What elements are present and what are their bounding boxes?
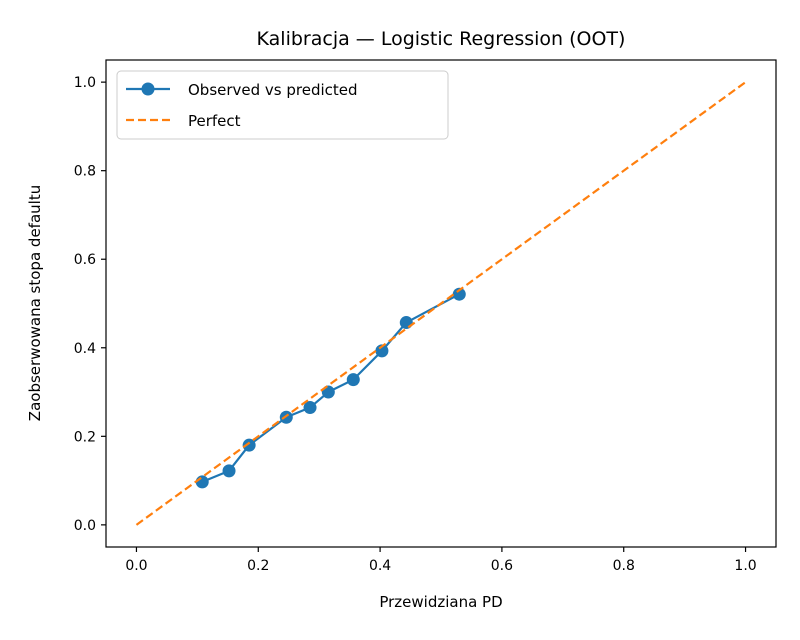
data-point-observed [222,464,236,478]
y-axis-label: Zaobserwowana stopa defaultu [26,185,44,421]
series-layer [135,81,747,526]
axes-frame [105,59,777,548]
legend-label-observed: Observed vs predicted [188,81,358,99]
data-point-observed [242,438,256,452]
x-tick-label: 0.6 [491,558,513,574]
plot-area [105,59,777,548]
data-point-observed [452,287,466,301]
y-tick-label: 0.8 [74,164,96,180]
y-axis: 0.0 0.2 0.4 0.6 0.8 1.0 [74,75,106,534]
y-tick-label: 0.4 [74,341,96,357]
legend-label-perfect: Perfect [188,112,241,130]
x-tick-label: 0.4 [369,558,391,574]
x-tick-label: 0.8 [613,558,635,574]
legend: Observed vs predicted Perfect [116,70,449,140]
y-tick-label: 1.0 [74,75,96,91]
data-point-observed [399,316,413,330]
data-point-observed [195,475,209,489]
x-axis-label: Przewidziana PD [379,593,502,611]
legend-box [116,70,449,140]
x-tick-label: 0.0 [125,558,147,574]
x-tick-label: 1.0 [734,558,756,574]
data-point-observed [303,401,317,415]
chart-title: Kalibracja — Logistic Regression (OOT) [257,28,626,50]
y-tick-label: 0.0 [74,518,96,534]
data-point-observed [346,373,360,387]
x-axis: 0.0 0.2 0.4 0.6 0.8 1.0 [125,547,757,574]
legend-marker-observed [141,82,155,96]
y-tick-label: 0.6 [74,252,96,268]
y-tick-label: 0.2 [74,429,96,445]
x-tick-label: 0.2 [247,558,269,574]
series-line-perfect [135,81,747,526]
